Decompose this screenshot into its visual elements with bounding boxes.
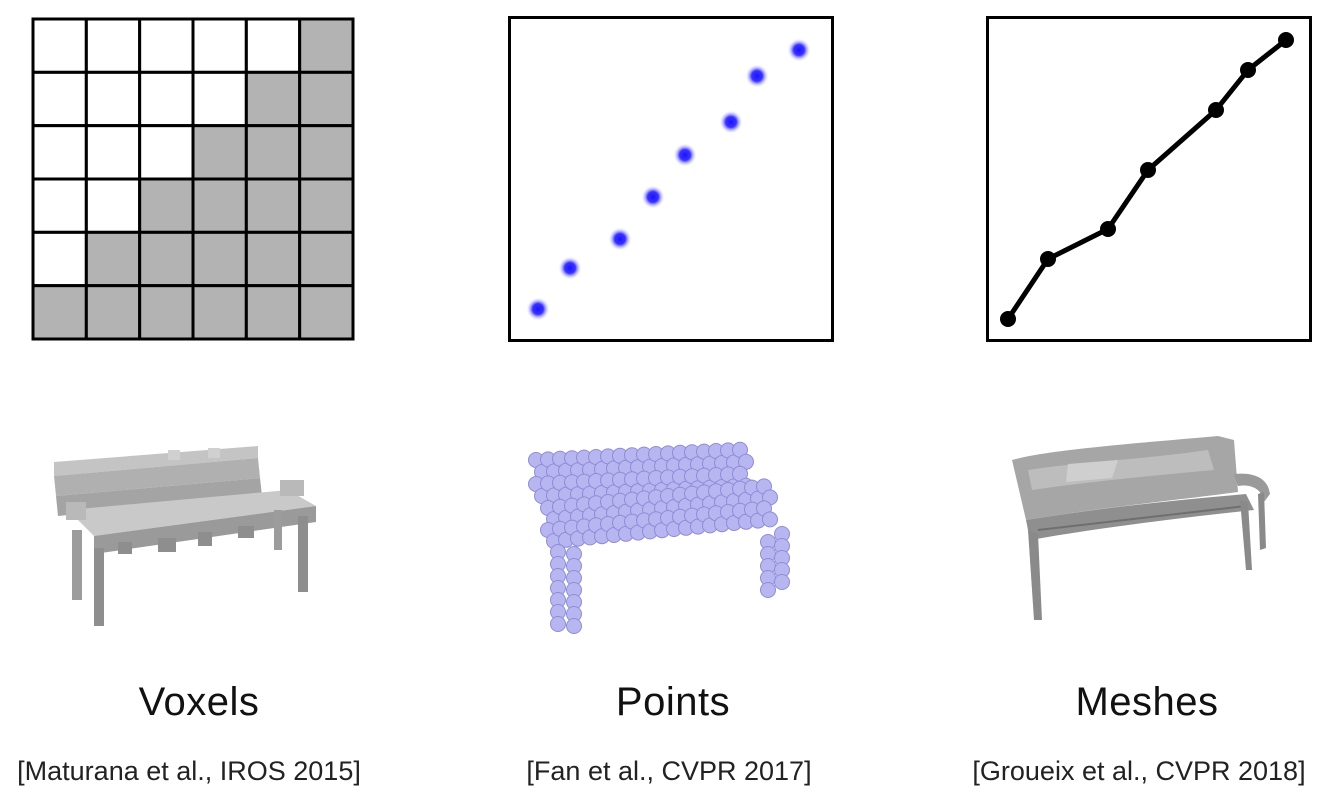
point-sphere <box>566 618 582 634</box>
voxel-cell-empty <box>244 17 302 74</box>
mesh-vertex <box>1140 162 1156 178</box>
point-marker <box>787 38 811 62</box>
meshes-column: Meshes [Groueix et al., CVPR 2018] <box>892 0 1338 810</box>
voxel-cell-empty <box>84 70 142 128</box>
voxel-cell-filled <box>298 230 355 288</box>
voxel-cell-filled <box>298 124 355 181</box>
voxel-cell-empty <box>31 17 88 74</box>
point-marker <box>745 64 769 88</box>
points-column: Points [Fan et al., CVPR 2017] <box>446 0 892 810</box>
voxel-grid-diagram <box>31 17 355 341</box>
voxel-cell-filled <box>298 70 355 128</box>
point-marker <box>641 185 665 209</box>
voxel-cell-filled <box>138 230 195 288</box>
voxel-cell-filled <box>191 230 248 288</box>
mesh-vertex <box>1208 102 1224 118</box>
points-frame <box>508 16 834 342</box>
point-marker <box>673 143 697 167</box>
voxel-cell-empty <box>138 17 195 74</box>
voxel-cell-empty <box>138 70 195 128</box>
mesh-diagram <box>986 16 1312 342</box>
voxel-cell-filled <box>84 284 142 341</box>
points-citation: [Fan et al., CVPR 2017] <box>526 756 812 786</box>
voxel-bench-icon <box>54 446 316 626</box>
voxel-cell-empty <box>84 17 142 74</box>
meshes-citation: [Groueix et al., CVPR 2018] <box>972 756 1306 786</box>
voxel-cell-filled <box>244 70 302 128</box>
voxel-cell-filled <box>138 284 195 341</box>
point-sphere <box>774 574 790 590</box>
point-marker <box>719 110 743 134</box>
mesh-vertex <box>1000 311 1016 327</box>
point-cloud-bench-icon <box>528 441 790 634</box>
voxels-title: Voxels <box>138 680 260 724</box>
point-sphere <box>550 616 566 632</box>
mesh-vertex <box>1100 221 1116 237</box>
voxel-cell-filled <box>84 230 142 288</box>
points-diagram <box>508 16 834 342</box>
mesh-frame <box>986 16 1312 342</box>
voxel-cell-empty <box>191 70 248 128</box>
voxel-cell-empty <box>138 124 195 181</box>
mesh-vertex <box>1240 62 1256 78</box>
voxel-cell-filled <box>244 284 302 341</box>
voxel-cell-empty <box>31 70 88 128</box>
point-marker <box>526 297 550 321</box>
voxel-cell-filled <box>138 177 195 234</box>
voxel-cell-filled <box>244 124 302 181</box>
voxel-cell-empty <box>191 17 248 74</box>
voxel-cell-filled <box>298 17 355 74</box>
point-marker <box>558 256 582 280</box>
voxel-cell-filled <box>191 177 248 234</box>
mesh-vertex <box>1040 251 1056 267</box>
voxels-column: Voxels [Maturana et al., IROS 2015] <box>0 0 446 810</box>
voxel-cell-filled <box>244 177 302 234</box>
voxel-cell-empty <box>84 177 142 234</box>
voxel-cell-filled <box>244 230 302 288</box>
voxel-cell-empty <box>84 124 142 181</box>
voxel-cell-empty <box>31 177 88 234</box>
voxel-cell-filled <box>191 124 248 181</box>
point-sphere <box>762 511 778 528</box>
meshes-title: Meshes <box>1075 680 1219 724</box>
points-title: Points <box>615 680 731 724</box>
point-sphere <box>760 582 776 598</box>
voxel-cell-filled <box>191 284 248 341</box>
mesh-vertex <box>1278 32 1294 48</box>
mesh-bench-icon <box>1012 436 1270 620</box>
voxel-cell-empty <box>31 230 88 288</box>
voxel-cell-empty <box>31 124 88 181</box>
point-marker <box>608 227 632 251</box>
voxel-cell-filled <box>298 284 355 341</box>
voxel-cell-filled <box>298 177 355 234</box>
voxel-cell-filled <box>31 284 88 341</box>
voxels-citation: [Maturana et al., IROS 2015] <box>17 756 361 786</box>
